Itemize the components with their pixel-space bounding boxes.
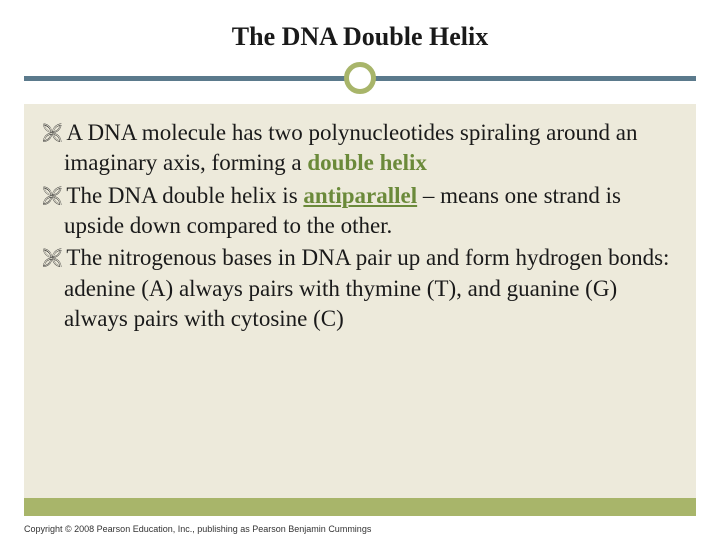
bullet-text-pre: The DNA double helix is: [66, 183, 303, 208]
title-area: The DNA Double Helix: [0, 0, 720, 52]
keyword: double helix: [307, 150, 427, 175]
list-item: The DNA double helix is antiparallel – m…: [42, 181, 678, 242]
list-item: The nitrogenous bases in DNA pair up and…: [42, 243, 678, 334]
slide-title: The DNA Double Helix: [0, 22, 720, 52]
content-box: A DNA molecule has two polynucleotides s…: [24, 104, 696, 498]
slide: The DNA Double Helix A DNA molecule has …: [0, 0, 720, 540]
bullet-text-pre: The nitrogenous bases in DNA pair up and…: [64, 245, 669, 331]
bullet-list: A DNA molecule has two polynucleotides s…: [42, 118, 678, 335]
list-item: A DNA molecule has two polynucleotides s…: [42, 118, 678, 179]
divider: [0, 62, 720, 102]
keyword: antiparallel: [303, 183, 417, 208]
copyright-text: Copyright © 2008 Pearson Education, Inc.…: [24, 524, 371, 534]
divider-circle-icon: [344, 62, 376, 94]
bottom-accent-bar: [24, 498, 696, 516]
